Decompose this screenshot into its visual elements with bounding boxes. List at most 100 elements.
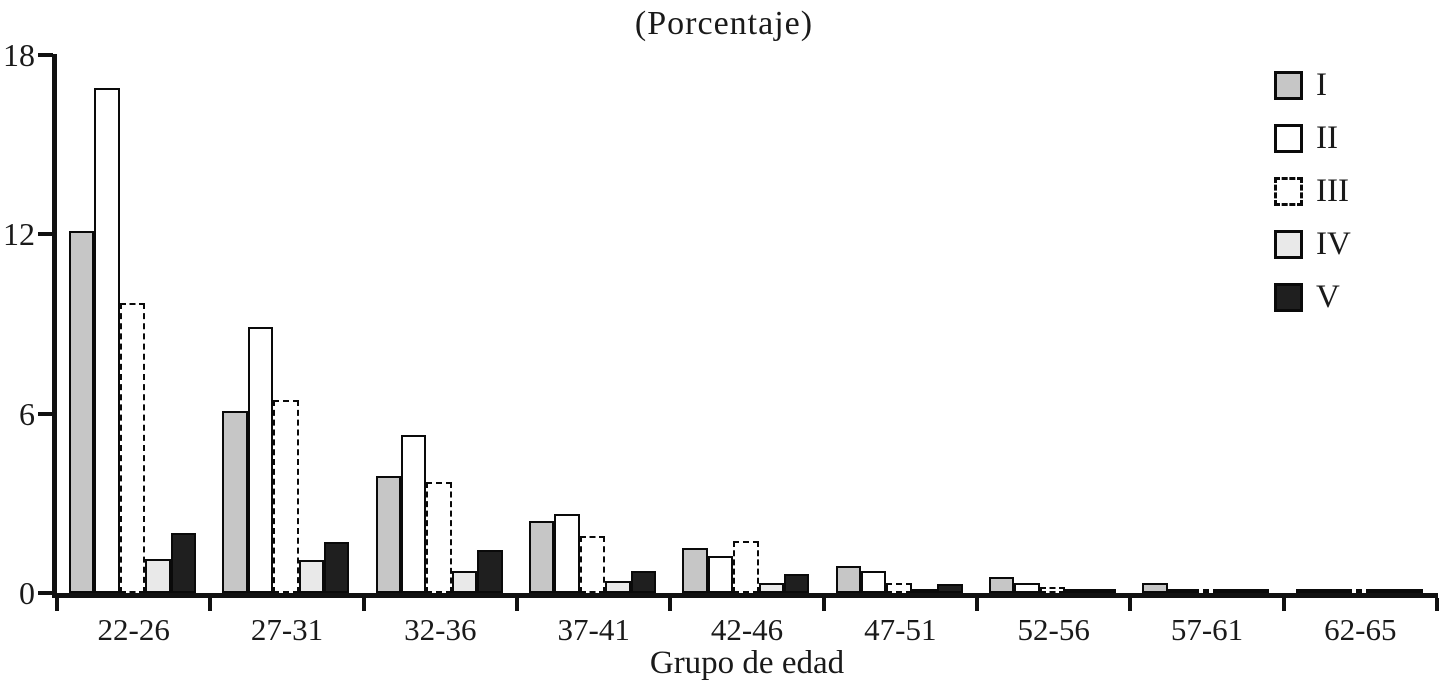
bar-group <box>1142 583 1270 593</box>
bar-series-III <box>1193 589 1219 593</box>
bar-series-IV <box>1371 589 1398 593</box>
y-tick <box>38 591 53 595</box>
legend-item: II <box>1274 120 1351 156</box>
legend-item: V <box>1274 279 1351 315</box>
chart-title: (Porcentaje) <box>634 5 814 42</box>
bar-series-IV <box>605 581 631 593</box>
bar-series-V <box>630 571 656 593</box>
legend-label: IV <box>1316 226 1351 262</box>
x-axis-line <box>52 593 1438 598</box>
legend-item: IV <box>1274 226 1351 262</box>
bar-series-III <box>119 303 146 593</box>
x-category-label: 22-26 <box>97 612 170 647</box>
x-category-label: 42-46 <box>710 612 784 647</box>
legend-label: I <box>1316 67 1327 103</box>
bar-series-V <box>783 574 810 593</box>
bar-series-V <box>170 533 196 593</box>
x-category-label: 27-31 <box>250 612 324 647</box>
bar-series-II <box>861 571 887 593</box>
x-category-label: 37-41 <box>557 612 630 647</box>
bar-series-III <box>579 536 606 593</box>
bar-series-I <box>222 411 248 593</box>
bar-series-V <box>1243 589 1270 593</box>
legend-label: V <box>1316 279 1340 315</box>
bar-series-I <box>375 476 402 593</box>
x-tick <box>821 598 826 611</box>
bar-series-II <box>1321 589 1347 593</box>
bar-series-V <box>1397 589 1423 593</box>
bar-series-I <box>69 231 95 593</box>
bar-group <box>1295 589 1423 593</box>
x-tick <box>668 598 673 611</box>
x-tick <box>1435 598 1439 611</box>
bar-group <box>222 327 350 593</box>
bar-series-I <box>989 577 1015 593</box>
x-tick <box>1281 598 1286 611</box>
bar-series-V <box>323 542 350 593</box>
bar-series-V <box>937 584 963 593</box>
legend: I II III IV V <box>1274 67 1351 336</box>
bar-series-II <box>1014 583 1040 593</box>
y-tick-label: 6 <box>19 395 35 432</box>
bar-series-V <box>1090 589 1116 593</box>
x-tick <box>975 598 979 611</box>
bar-series-II <box>94 88 120 593</box>
bar-series-IV <box>145 559 171 593</box>
bar-series-IV <box>451 571 478 593</box>
bar-series-III <box>1346 589 1372 593</box>
bar-series-III <box>733 541 759 593</box>
bar-series-II <box>401 435 427 593</box>
bar-series-IV <box>1065 589 1091 593</box>
bar-group <box>835 566 963 593</box>
bar-series-IV <box>758 583 784 593</box>
bar-series-I <box>1295 589 1322 593</box>
y-tick-label: 18 <box>3 37 35 73</box>
bar-series-III <box>886 583 912 593</box>
bar-series-I <box>529 521 555 593</box>
x-category-label: 52-56 <box>1017 612 1090 647</box>
x-tick <box>1128 598 1133 611</box>
legend-swatch-V <box>1274 283 1303 312</box>
legend-swatch-I <box>1274 71 1303 100</box>
legend-label: II <box>1316 120 1338 156</box>
bar-series-I <box>682 548 708 593</box>
y-tick-label: 12 <box>3 216 35 253</box>
x-tick <box>55 598 59 611</box>
legend-item: I <box>1274 67 1351 103</box>
bar-series-II <box>554 514 580 593</box>
bar-series-V <box>477 550 503 593</box>
y-tick <box>38 411 53 416</box>
bar-series-II <box>1167 589 1194 593</box>
bar-series-III <box>1039 587 1066 593</box>
x-tick <box>208 598 213 611</box>
bar-group <box>529 514 656 593</box>
legend-swatch-IV <box>1274 230 1303 259</box>
x-tick <box>515 598 519 611</box>
bar-series-III <box>426 482 452 593</box>
legend-label: III <box>1316 173 1349 209</box>
x-category-label: 57-61 <box>1170 612 1244 647</box>
x-axis-title: Grupo de edad <box>649 645 845 681</box>
bar-series-I <box>835 566 862 593</box>
legend-swatch-III <box>1274 177 1303 206</box>
legend-swatch-II <box>1274 124 1303 153</box>
x-category-label: 62-65 <box>1324 612 1397 647</box>
bar-series-II <box>247 327 274 593</box>
y-tick <box>38 53 53 57</box>
legend-item: III <box>1274 173 1351 209</box>
x-tick <box>361 598 366 611</box>
bar-group <box>375 435 503 593</box>
bar-series-IV <box>911 589 938 593</box>
bar-series-I <box>1142 583 1168 593</box>
bar-series-IV <box>1218 589 1244 593</box>
y-axis-line <box>52 54 57 597</box>
y-tick-label: 0 <box>19 575 35 611</box>
bar-group <box>989 577 1116 593</box>
bar-series-IV <box>298 560 324 593</box>
bar-series-III <box>273 400 299 593</box>
x-category-label: 47-51 <box>864 612 937 647</box>
bar-group <box>69 88 196 593</box>
bar-group <box>682 541 810 593</box>
bar-series-II <box>707 556 734 593</box>
